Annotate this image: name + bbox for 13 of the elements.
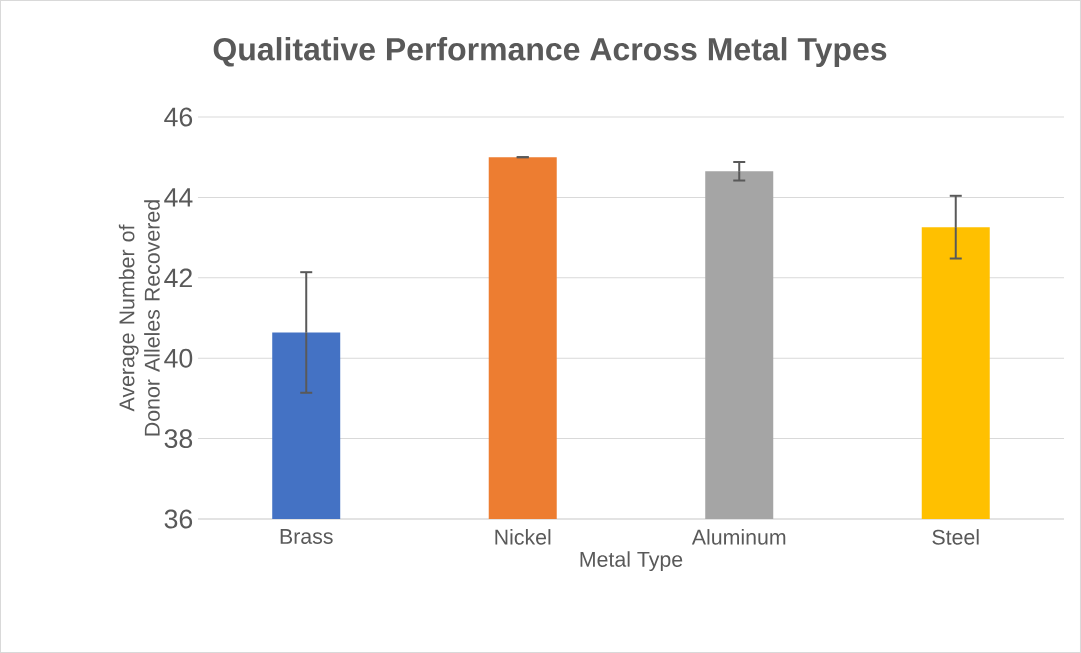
x-tick-label: Steel (932, 529, 979, 545)
y-axis-title: Average Number of Donor Alleles Recovered (118, 200, 160, 436)
y-tick-label: 42 (164, 268, 192, 288)
chart-title: Qualitative Performance Across Metal Types (213, 37, 887, 67)
y-tick-label: 44 (164, 188, 193, 207)
y-tick-label: 36 (164, 509, 193, 529)
y-tick-label: 46 (164, 107, 193, 127)
x-tick-label: Aluminum (691, 529, 786, 545)
x-tick-label: Brass (280, 529, 333, 544)
x-axis-title: Metal Type (580, 551, 683, 572)
y-tick-label: 40 (164, 348, 193, 368)
y-tick-label: 38 (164, 429, 193, 449)
x-tick-label: Nickel (495, 529, 551, 545)
